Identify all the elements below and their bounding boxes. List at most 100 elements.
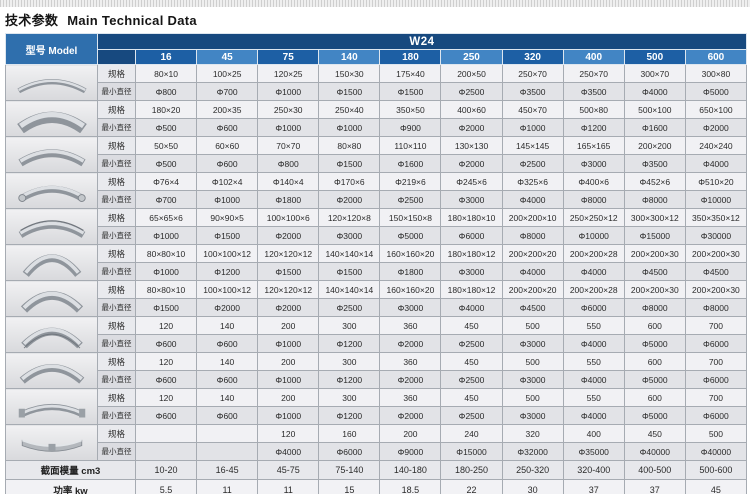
min-diameter-value: Φ2500 [440, 406, 503, 425]
spec-label: 规格 [97, 280, 136, 299]
min-diameter-label: 最小直径 [97, 118, 136, 137]
min-diameter-value: Φ1800 [257, 190, 320, 209]
min-diameter-value: Φ8000 [684, 298, 747, 317]
min-diameter-value: Φ1500 [379, 82, 442, 101]
power-value: 11 [196, 479, 259, 494]
spec-value: 600 [623, 316, 686, 335]
spec-value: 120×120×8 [318, 208, 381, 227]
min-diameter-value: Φ6000 [684, 370, 747, 389]
spec-value: 80×80×10 [134, 244, 198, 263]
spec-value: 200×200×30 [623, 280, 686, 299]
spec-value: 550 [562, 352, 625, 371]
spec-label: 规格 [97, 388, 136, 407]
spec-value: 80×80×10 [134, 280, 198, 299]
spec-value: 400 [562, 424, 625, 443]
min-diameter-value: Φ4000 [684, 154, 747, 173]
power-label: 功率 kw [5, 479, 136, 494]
spec-value: Φ510×20 [684, 172, 747, 191]
spec-value: 450×70 [501, 100, 564, 119]
min-diameter-value: Φ2500 [440, 82, 503, 101]
min-diameter-value: Φ1000 [501, 118, 564, 137]
min-diameter-value: Φ900 [379, 118, 442, 137]
min-diameter-value: Φ8000 [501, 226, 564, 245]
min-diameter-value: Φ1000 [257, 406, 320, 425]
spec-value: 650×100 [684, 100, 747, 119]
power-value: 15 [318, 479, 381, 494]
spec-value: 550 [562, 316, 625, 335]
min-diameter-value: Φ2000 [379, 406, 442, 425]
column-header-16: 16 [134, 49, 198, 65]
min-diameter-value: Φ35000 [562, 442, 625, 461]
spec-label: 规格 [97, 136, 136, 155]
spec-value: 175×40 [379, 64, 442, 83]
spec-value: 450 [623, 424, 686, 443]
min-diameter-value: Φ5000 [623, 334, 686, 353]
i-beam-profile-icon [5, 388, 98, 425]
spec-value: 700 [684, 388, 747, 407]
min-diameter-value: Φ600 [196, 334, 259, 353]
spec-value: 500 [501, 352, 564, 371]
spec-value: 100×25 [196, 64, 259, 83]
spec-value: 200×200×30 [684, 280, 747, 299]
section-modulus-value: 180-250 [440, 460, 503, 480]
min-diameter-value: Φ10000 [684, 190, 747, 209]
min-diameter-value: Φ6000 [562, 298, 625, 317]
spec-value: 140×140×14 [318, 244, 381, 263]
min-diameter-value: Φ1200 [562, 118, 625, 137]
min-diameter-value: Φ1200 [318, 406, 381, 425]
spec-value: 200×35 [196, 100, 259, 119]
min-diameter-row-9: 最小直径 Φ600 Φ600 Φ1000 Φ1200 Φ2000 Φ2500 Φ3000 Φ40… [6, 370, 747, 389]
min-diameter-value: Φ1500 [196, 226, 259, 245]
spec-row-11: 规格 120 160 200 240 320 400 450 500 [5, 424, 747, 461]
channel-profile-icon [5, 316, 98, 353]
column-header-75: 75 [257, 49, 320, 65]
min-diameter-value: Φ2500 [440, 334, 503, 353]
min-diameter-value: Φ4000 [623, 82, 686, 101]
spec-value: Φ102×4 [196, 172, 259, 191]
spec-label: 规格 [97, 316, 136, 335]
spec-value: 200×200×28 [562, 244, 625, 263]
min-diameter-row-2: 最小直径 Φ500 Φ600 Φ1000 Φ1000 Φ900 Φ2000 Φ1000 Φ120… [6, 118, 747, 137]
min-diameter-value: Φ1800 [379, 262, 442, 281]
spec-value: 550 [562, 388, 625, 407]
spec-value: 300 [318, 352, 381, 371]
spec-row-6: 规格 80×80×10 100×100×12 120×120×12 140×140×14… [5, 244, 747, 281]
page-title-english: Main Technical Data [67, 13, 197, 28]
min-diameter-value: Φ3500 [562, 82, 625, 101]
min-diameter-value: Φ4500 [684, 262, 747, 281]
min-diameter-value: Φ800 [134, 82, 198, 101]
min-diameter-value: Φ3000 [379, 298, 442, 317]
min-diameter-value: Φ8000 [623, 298, 686, 317]
spec-value: 240 [440, 424, 503, 443]
min-diameter-value: Φ700 [196, 82, 259, 101]
min-diameter-value: Φ2000 [196, 298, 259, 317]
section-modulus-value: 75-140 [318, 460, 381, 480]
section-modulus-value: 320-400 [562, 460, 625, 480]
spec-value: 360 [379, 352, 442, 371]
min-diameter-value: Φ4000 [440, 298, 503, 317]
spec-value: Φ170×6 [318, 172, 381, 191]
spec-value: 200×200×30 [623, 244, 686, 263]
spec-value: 360 [379, 388, 442, 407]
min-diameter-value: Φ600 [134, 370, 198, 389]
min-diameter-label: 最小直径 [97, 406, 136, 425]
pipe-profile-icon [5, 172, 98, 209]
model-header: 型号 Model [5, 33, 98, 65]
spec-label: 规格 [97, 64, 136, 83]
spec-value: 200 [257, 388, 320, 407]
spec-value: 180×180×10 [440, 208, 503, 227]
spec-value: 140×140×14 [318, 280, 381, 299]
min-diameter-value: Φ2500 [440, 370, 503, 389]
spec-value: Φ76×4 [134, 172, 198, 191]
spec-row-5: 规格 65×65×6 90×90×5 100×100×6 120×120×8 150×15… [5, 208, 747, 245]
section-modulus-value: 45-75 [257, 460, 320, 480]
spec-value: 400×60 [440, 100, 503, 119]
spec-label: 规格 [97, 100, 136, 119]
power-value: 22 [440, 479, 503, 494]
spec-value: 120 [134, 388, 198, 407]
spec-label: 规格 [97, 172, 136, 191]
min-diameter-row-8: 最小直径 Φ600 Φ600 Φ1000 Φ1200 Φ2000 Φ2500 Φ3000 Φ40… [6, 334, 747, 353]
spec-value: 150×30 [318, 64, 381, 83]
flanged-dish-profile-icon [5, 424, 98, 461]
spec-value: 200×200×30 [684, 244, 747, 263]
